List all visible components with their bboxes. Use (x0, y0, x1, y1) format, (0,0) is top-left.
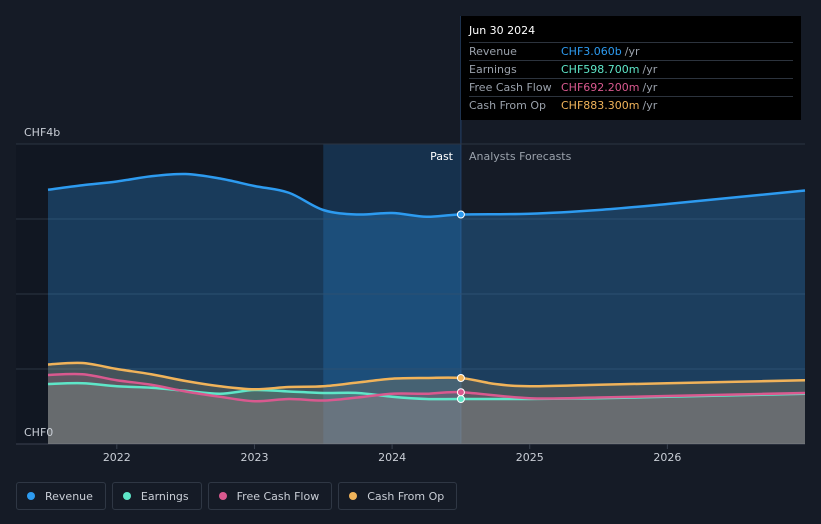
series-areas (48, 173, 805, 444)
y-tick-label-top: CHF4b (24, 126, 60, 139)
tooltip-row: Revenue CHF3.060b/yr (469, 43, 793, 61)
legend-item-cash-from-op[interactable]: Cash From Op (338, 482, 458, 510)
free-cash-flow-area (48, 373, 805, 444)
tooltip-date: Jun 30 2024 (469, 24, 793, 43)
legend-item-earnings[interactable]: Earnings (111, 482, 202, 510)
legend-item-free-cash-flow[interactable]: Free Cash Flow (207, 482, 333, 510)
tooltip-row-unit: /yr (642, 99, 658, 112)
x-tick-label: 2022 (103, 451, 131, 464)
tooltip-row-label: Earnings (469, 63, 517, 76)
tooltip-row: Earnings CHF598.700m/yr (469, 61, 793, 79)
tooltip-row: Free Cash Flow CHF692.200m/yr (469, 79, 793, 97)
legend-label: Earnings (140, 489, 189, 503)
tooltip-row-label: Free Cash Flow (469, 81, 552, 94)
x-tick-label: 2025 (516, 451, 544, 464)
tooltip-row-value: CHF883.300m (561, 99, 640, 112)
tooltip-row-value: CHF3.060b (561, 45, 622, 58)
legend-label: Revenue (45, 489, 93, 503)
cash-from-op-area (48, 362, 805, 444)
data-tooltip: Jun 30 2024 Revenue CHF3.060b/yr Earnings C… (461, 16, 801, 120)
tooltip-row-value: CHF692.200m (561, 81, 640, 94)
legend-dot-icon (349, 492, 358, 500)
tooltip-row-unit: /yr (624, 45, 640, 58)
x-tick-label: 2024 (378, 451, 406, 464)
tooltip-row-label: Revenue (469, 45, 517, 58)
legend-dot-icon (218, 492, 227, 500)
legend-item-revenue[interactable]: Revenue (16, 482, 106, 510)
tooltip-row-unit: /yr (642, 63, 658, 76)
tooltip-row: Cash From Op CHF883.300m/yr (469, 97, 793, 114)
legend-label: Cash From Op (367, 489, 445, 503)
grid-lines (16, 143, 805, 445)
legend-label: Free Cash Flow (236, 489, 320, 503)
legend-dot-icon (27, 492, 35, 500)
earnings-marker (456, 395, 465, 403)
series-lines (47, 172, 806, 403)
free-cash-flow-line (47, 372, 806, 403)
legend-dot-icon (122, 492, 131, 500)
free-cash-flow-marker (456, 388, 465, 397)
tooltip-row-label: Cash From Op (469, 99, 547, 112)
hover-markers (456, 210, 465, 403)
chart-legend: Revenue Earnings Free Cash Flow Cash From O… (16, 482, 458, 510)
tooltip-row-unit: /yr (642, 81, 658, 94)
forecast-region-label: Analysts Forecasts (469, 150, 572, 163)
y-tick-label-bottom: CHF0 (24, 426, 53, 439)
revenue-line (47, 172, 806, 219)
revenue-area (48, 173, 805, 444)
revenue-marker (456, 210, 465, 219)
x-tick-label: 2023 (240, 451, 268, 464)
past-region-label: Past (430, 150, 454, 163)
x-tick-label: 2026 (653, 451, 681, 464)
tooltip-row-value: CHF598.700m (561, 63, 640, 76)
cash-from-op-line (47, 361, 806, 391)
cash-from-op-marker (456, 374, 465, 382)
axes: CHF4b CHF0 2022 2023 2024 2025 2026 (24, 126, 681, 464)
